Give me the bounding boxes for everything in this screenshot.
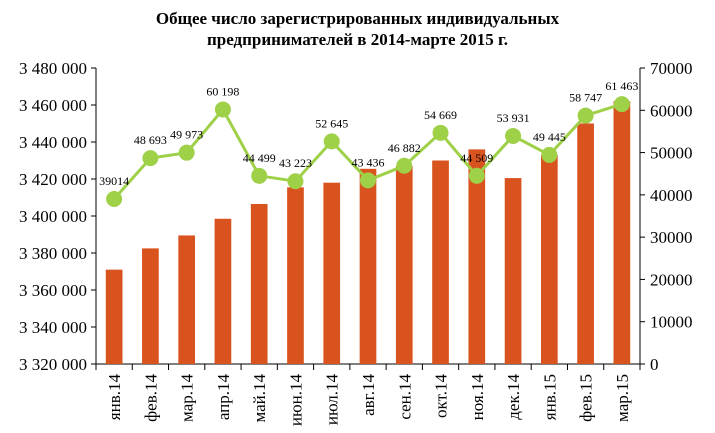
- data-label: 61 463: [605, 79, 638, 93]
- line-point: [323, 133, 340, 150]
- x-category-label: ноя.14: [468, 374, 487, 421]
- y-left-tick-label: 3 320 000: [19, 355, 87, 374]
- line-point: [214, 101, 231, 118]
- x-category-label: янв.14: [105, 374, 124, 421]
- data-label: 49 973: [170, 128, 203, 142]
- data-label: 43 436: [352, 155, 385, 169]
- y-left-tick-label: 3 460 000: [19, 96, 87, 115]
- y-right-tick-label: 20000: [650, 270, 693, 289]
- line-point: [287, 173, 304, 190]
- line-point: [251, 167, 268, 184]
- bar: [432, 160, 449, 364]
- x-category-label: май.14: [250, 374, 269, 423]
- line-point: [468, 167, 485, 184]
- data-label: 46 882: [388, 141, 421, 155]
- x-category-label: окт.14: [432, 374, 451, 418]
- data-label: 58 747: [569, 91, 602, 105]
- x-category-label: дек.14: [504, 374, 523, 420]
- y-right-tick-label: 40000: [650, 186, 693, 205]
- data-label: 49 445: [533, 130, 566, 144]
- y-left-tick-label: 3 420 000: [19, 170, 87, 189]
- y-left-tick-label: 3 360 000: [19, 281, 87, 300]
- line-point: [142, 150, 159, 167]
- line-point: [541, 146, 558, 163]
- data-label: 52 645: [315, 116, 348, 130]
- y-left-tick-label: 3 400 000: [19, 207, 87, 226]
- x-category-label: авг.14: [359, 374, 378, 416]
- line-point: [613, 96, 630, 113]
- line-point: [432, 124, 449, 141]
- line-point: [178, 144, 195, 161]
- x-category-label: фев.14: [141, 374, 160, 422]
- y-right-tick-label: 10000: [650, 313, 693, 332]
- bar: [577, 123, 594, 364]
- x-category-label: сен.14: [395, 374, 414, 420]
- line-point: [396, 157, 413, 174]
- y-right-tick-label: 50000: [650, 144, 693, 163]
- line-point: [106, 191, 123, 208]
- y-left-tick-label: 3 480 000: [19, 59, 87, 78]
- bar: [613, 101, 631, 365]
- y-left-tick-label: 3 340 000: [19, 318, 87, 337]
- x-category-label: апр.14: [214, 374, 233, 421]
- y-left-tick-label: 3 380 000: [19, 244, 87, 263]
- data-label: 43 223: [279, 156, 312, 170]
- data-label: 39014: [99, 174, 129, 188]
- line-point: [360, 172, 376, 189]
- line-point: [577, 107, 594, 124]
- data-label: 44 509: [460, 151, 493, 165]
- bar: [468, 149, 486, 364]
- chart-title-line-1: Общее число зарегистрированных индивидуа…: [155, 9, 560, 28]
- line-point: [505, 127, 522, 144]
- bar: [359, 168, 377, 364]
- x-category-label: янв.15: [540, 374, 559, 420]
- y-right-tick-label: 0: [650, 355, 659, 374]
- chart-title-line-2: предпринимателей в 2014-марте 2015 г.: [206, 30, 509, 49]
- bar: [178, 235, 196, 364]
- bar: [250, 203, 268, 364]
- bar: [540, 154, 558, 364]
- data-label: 54 669: [424, 108, 457, 122]
- x-category-label: мар.14: [178, 374, 197, 422]
- bar: [395, 166, 413, 364]
- x-category-label: июл.14: [323, 374, 342, 426]
- y-right-tick-label: 30000: [650, 228, 693, 247]
- bar: [214, 218, 232, 364]
- bar: [105, 269, 123, 364]
- y-left-tick-label: 3 440 000: [19, 133, 87, 152]
- chart-title: Общее число зарегистрированных индивидуа…: [0, 8, 715, 50]
- x-category-label: мар.15: [613, 374, 632, 422]
- x-category-label: фев.15: [577, 374, 596, 422]
- data-label: 60 198: [206, 84, 239, 98]
- y-right-tick-label: 70000: [650, 59, 693, 78]
- data-label: 53 931: [497, 111, 530, 125]
- y-right-tick-label: 60000: [650, 101, 693, 120]
- bar: [323, 182, 341, 364]
- bar: [287, 187, 304, 364]
- data-label: 48 693: [134, 133, 167, 147]
- data-label: 44 499: [243, 151, 276, 165]
- x-category-label: июн.14: [286, 374, 305, 427]
- bar: [142, 248, 159, 364]
- bar: [504, 178, 522, 364]
